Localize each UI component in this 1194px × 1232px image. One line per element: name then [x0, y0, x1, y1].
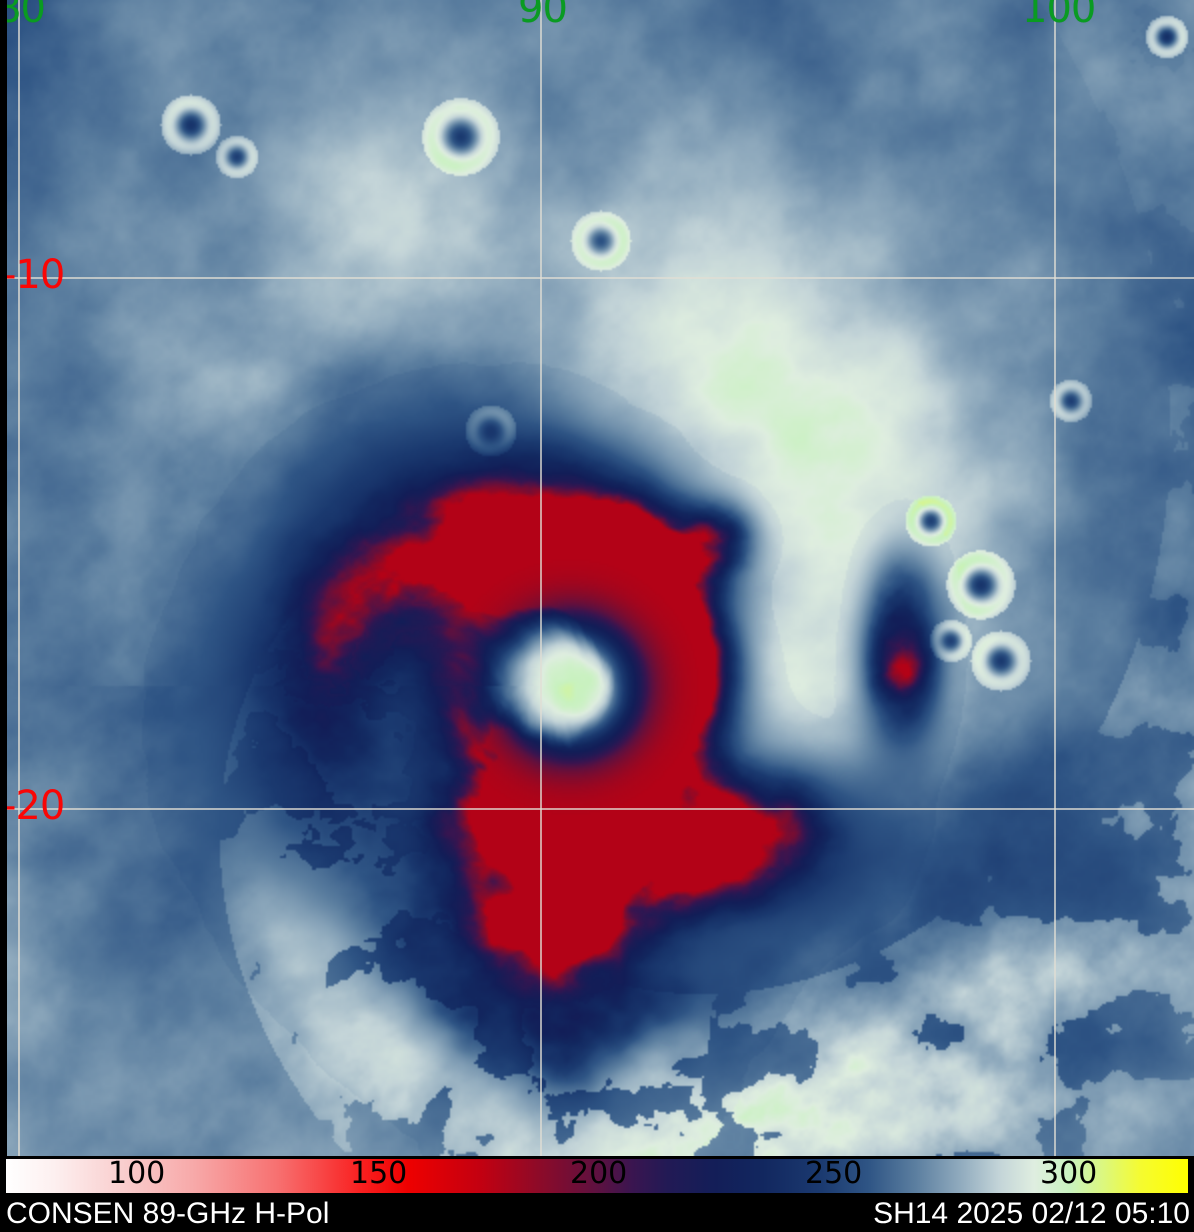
image-left-border	[0, 0, 7, 1156]
colorbar-panel: 100 150 200 250 300	[0, 1156, 1194, 1196]
lon-label-90: 90	[518, 0, 568, 32]
lat-label-minus-20: -20	[2, 783, 65, 829]
footer-bar: CONSEN 89-GHz H-Pol SH14 2025 02/12 05:1…	[0, 1196, 1194, 1232]
colorbar-tick-100: 100	[108, 1156, 166, 1191]
lon-label-100: 100	[1022, 0, 1096, 32]
microwave-brightness-temperature-image	[0, 0, 1194, 1156]
sensor-label: CONSEN 89-GHz H-Pol	[6, 1197, 330, 1230]
satellite-image-panel: 80 90 100 -10 -20	[0, 0, 1194, 1156]
colorbar-tick-300: 300	[1040, 1156, 1098, 1191]
lat-label-minus-10: -10	[2, 252, 65, 298]
colorbar-tick-150: 150	[350, 1156, 408, 1191]
storm-timestamp-label: SH14 2025 02/12 05:10	[873, 1197, 1190, 1230]
lon-label-80: 80	[0, 0, 46, 32]
colorbar-tick-200: 200	[570, 1156, 628, 1191]
brightness-temperature-colorbar	[6, 1159, 1188, 1193]
colorbar-tick-250: 250	[805, 1156, 863, 1191]
